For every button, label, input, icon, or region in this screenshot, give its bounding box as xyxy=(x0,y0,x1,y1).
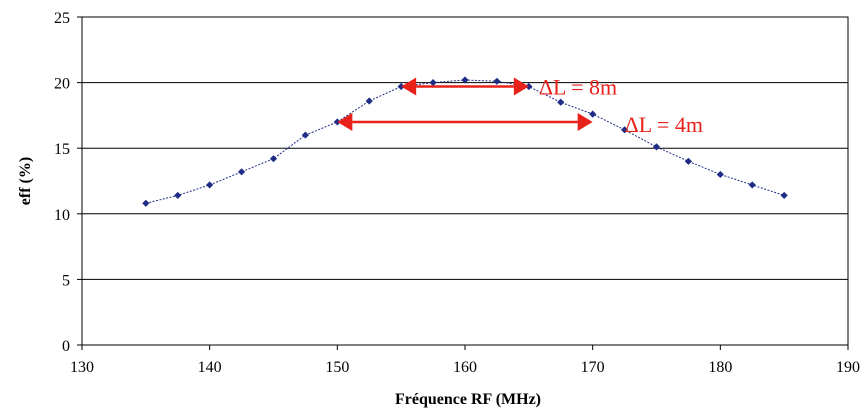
gridlines xyxy=(82,16,848,346)
data-point xyxy=(620,126,629,134)
x-tick-label: 170 xyxy=(581,359,605,376)
data-point xyxy=(269,155,278,163)
annotation-label: ΔL = 4m xyxy=(625,112,703,137)
annotation-layer: ΔL = 8m ΔL = 4m xyxy=(337,75,703,137)
data-point xyxy=(461,76,469,84)
x-tick-label: 140 xyxy=(198,359,222,376)
data-point xyxy=(652,143,661,151)
x-tick-label: 130 xyxy=(70,359,94,376)
x-tick-label: 180 xyxy=(708,359,732,376)
data-point xyxy=(333,118,341,126)
series-layer xyxy=(142,76,788,207)
data-point xyxy=(525,82,533,91)
y-tick-label: 5 xyxy=(62,272,70,289)
data-point xyxy=(237,168,246,176)
data-point xyxy=(716,170,724,179)
annotation-arrowhead-left xyxy=(401,77,417,96)
data-point xyxy=(365,97,373,105)
data-point xyxy=(206,181,214,189)
plot-area-border xyxy=(81,16,849,346)
x-axis-title: Fréquence RF (MHz) xyxy=(395,391,541,408)
x-axis-ticks: 130 140 150 160 170 180 190 xyxy=(70,345,860,376)
x-tick-label: 160 xyxy=(453,359,477,376)
annotation-arrowhead-right xyxy=(513,77,529,96)
data-point xyxy=(557,98,565,106)
annotation-arrowhead-right xyxy=(577,112,593,131)
data-point xyxy=(589,110,597,118)
y-axis-title: eff (%) xyxy=(17,157,34,205)
data-point xyxy=(493,77,501,85)
data-point xyxy=(142,199,150,207)
y-tick-label: 20 xyxy=(54,76,70,93)
y-tick-label: 25 xyxy=(54,10,70,27)
annotation-arrowhead-left xyxy=(337,112,353,131)
x-tick-label: 150 xyxy=(325,359,349,376)
data-point xyxy=(780,191,788,200)
annotation-label: ΔL = 8m xyxy=(539,75,617,100)
y-tick-label: 15 xyxy=(54,141,70,158)
x-tick-label: 190 xyxy=(836,359,860,376)
y-tick-label: 0 xyxy=(62,338,70,355)
data-point xyxy=(684,157,693,165)
data-point xyxy=(429,79,437,87)
data-point xyxy=(301,131,310,139)
data-point xyxy=(174,191,182,200)
y-tick-label: 10 xyxy=(54,207,70,224)
y-axis-ticks: 0 5 10 15 20 25 xyxy=(54,10,82,355)
data-point xyxy=(748,181,756,189)
series-line xyxy=(145,79,785,204)
